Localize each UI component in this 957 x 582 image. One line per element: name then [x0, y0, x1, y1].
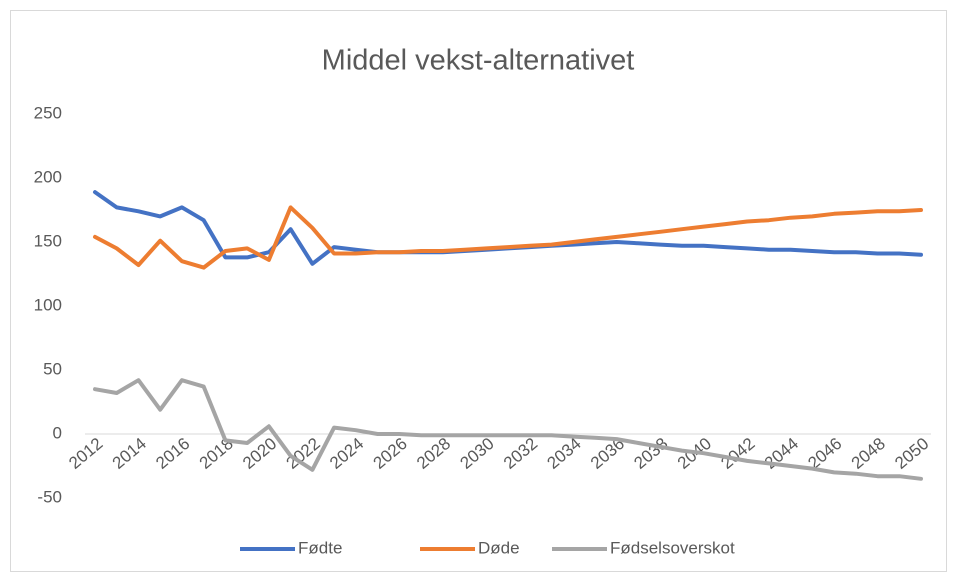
y-tick-label: 50 — [43, 359, 62, 378]
line-series — [93, 205, 923, 270]
y-tick-label: 250 — [34, 103, 62, 122]
y-tick-label: 150 — [34, 231, 62, 250]
y-tick-label: 0 — [53, 423, 62, 442]
legend-label: Døde — [478, 538, 520, 557]
chart-border — [10, 10, 947, 572]
line-series — [93, 378, 923, 481]
y-tick-label: -50 — [37, 487, 62, 506]
legend-label: Fødselsoverskot — [610, 538, 735, 557]
chart-title: Middel vekst-alternativet — [322, 45, 635, 77]
y-tick-label: 100 — [34, 295, 62, 314]
legend-label: Fødte — [298, 538, 342, 557]
y-tick-label: 200 — [34, 167, 62, 186]
